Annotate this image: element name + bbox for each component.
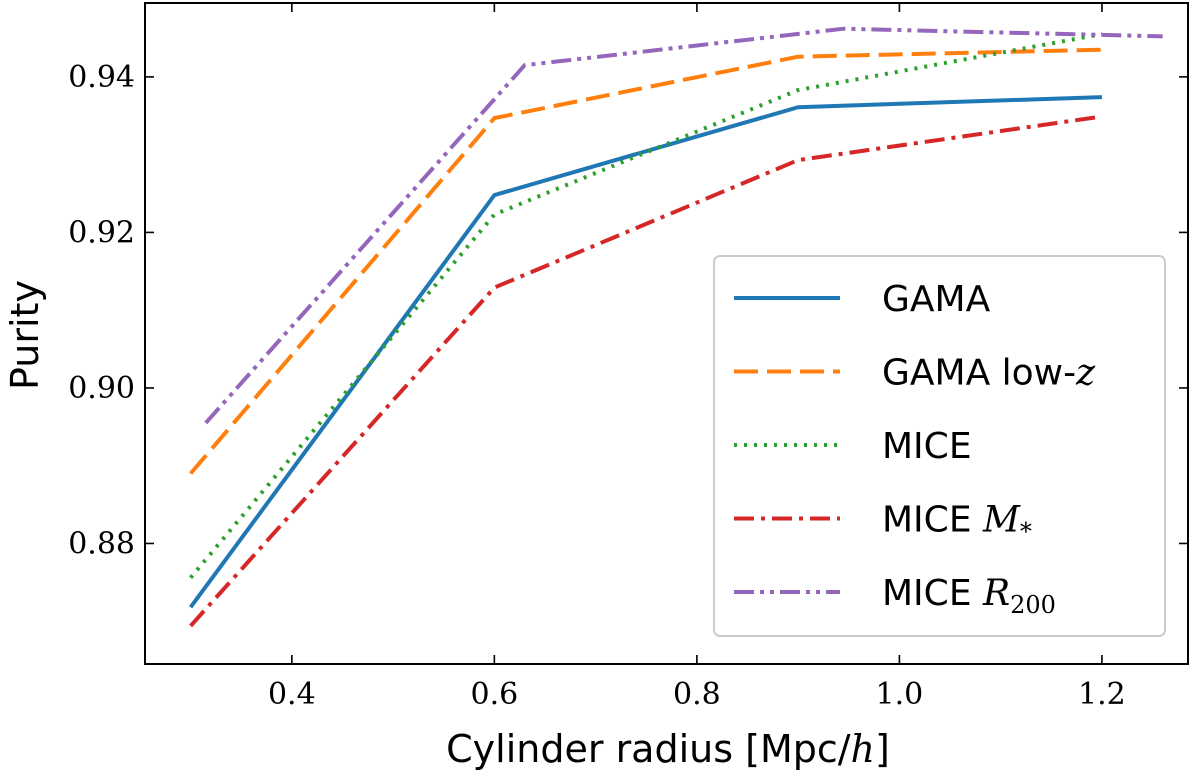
y-axis-label: Purity [3,280,47,390]
series-line-3 [189,114,1103,628]
axis-ticks [145,3,1188,664]
legend-label-3: MICE M* [882,500,1032,546]
legend: GAMA GAMA low-z MICE MICE M* MICE R200 [713,255,1166,637]
y-tick-label: 0.94 [68,60,135,95]
x-tick-label: 1.2 [1078,677,1126,712]
x-tick-label: 1.0 [876,677,924,712]
tick-labels: 0.4 0.6 0.8 1.0 1.2 0.88 0.90 0.92 0.94 [68,60,1126,712]
legend-label-0: GAMA [882,279,991,320]
y-tick-label: 0.90 [68,371,135,406]
x-axis-label: Cylinder radius [Mpc/h] [446,727,890,771]
x-axis-label-suffix: ] [875,727,890,771]
legend-label-4: MICE R200 [882,573,1056,619]
series-line-0 [188,95,1102,609]
legend-label-1: GAMA low-z [882,353,1096,394]
x-axis-label-prefix: Cylinder radius [Mpc/ [446,727,851,771]
x-tick-label: 0.4 [268,677,316,712]
series-line-1 [189,47,1102,475]
x-tick-label: 0.6 [470,677,518,712]
legend-label-2: MICE [882,426,972,467]
x-axis-label-var: h [851,727,875,771]
series-line-4 [204,26,1163,425]
y-tick-label: 0.92 [68,215,135,250]
plot-lines [188,26,1163,628]
x-tick-label: 0.8 [673,677,721,712]
plot-frame [144,2,1189,665]
y-tick-label: 0.88 [68,526,135,561]
legend-box [713,255,1166,637]
